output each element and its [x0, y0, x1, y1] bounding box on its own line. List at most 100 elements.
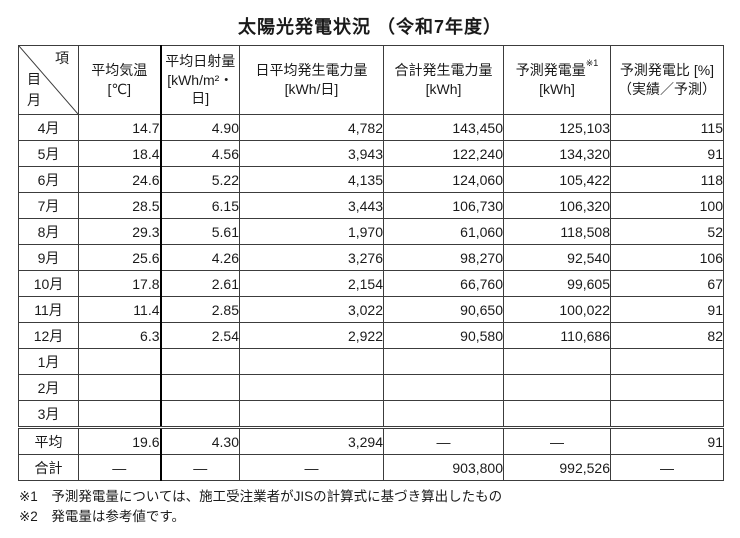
header-avg-radiation: 平均日射量 [kWh/m²・ 日]	[159, 45, 240, 115]
temp-cell	[78, 374, 161, 401]
month-cell: 5月	[18, 140, 79, 167]
corner-label-item-2: 目	[27, 71, 41, 87]
month-row: 4月 14.7 4.90 4,782 143,450 125,103 115	[18, 114, 724, 141]
total-power-cell: 122,240	[383, 140, 504, 167]
month-cell: 3月	[18, 400, 79, 428]
daily-power-cell	[239, 348, 384, 375]
ratio-cell: 67	[610, 270, 724, 297]
average-label: 平均	[18, 426, 79, 455]
corner-header-item-month: 項 目 月	[18, 45, 79, 115]
radiation-cell: 4.56	[159, 140, 240, 167]
footnote-2: ※2 発電量は参考値です。	[19, 509, 185, 524]
corner-label-month: 月	[27, 92, 41, 108]
daily-power-cell: 3,294	[239, 426, 384, 455]
temp-cell	[78, 348, 161, 375]
total-power-cell: 143,450	[383, 114, 504, 141]
month-row: 9月 25.6 4.26 3,276 98,270 92,540 106	[18, 244, 724, 271]
predicted-power-cell: 134,320	[503, 140, 611, 167]
daily-power-cell: 3,276	[239, 244, 384, 271]
daily-power-cell: —	[239, 454, 384, 481]
temp-cell: 18.4	[78, 140, 161, 167]
header-daily-power: 日平均発生電力量 [kWh/日]	[239, 45, 384, 115]
month-cell: 8月	[18, 218, 79, 245]
month-row: 3月	[18, 400, 724, 428]
daily-power-cell	[239, 374, 384, 401]
predicted-power-cell	[503, 400, 611, 428]
ratio-cell: 91	[610, 140, 724, 167]
radiation-cell	[159, 348, 240, 375]
daily-power-cell: 4,782	[239, 114, 384, 141]
total-power-cell: 98,270	[383, 244, 504, 271]
temp-cell: —	[78, 454, 161, 481]
page-title: 太陽光発電状況 （令和7年度）	[237, 17, 502, 37]
total-power-cell: 90,650	[383, 296, 504, 323]
footnote-ref-1: ※1	[585, 58, 599, 69]
month-row: 1月	[18, 348, 724, 375]
footnote-1: ※1 予測発電量については、施工受注業者がJISの計算式に基づき算出したもの	[19, 489, 503, 504]
temp-cell: 29.3	[78, 218, 161, 245]
month-cell: 9月	[18, 244, 79, 271]
header-row: 項 目 月 平均気温 [℃] 平均日射量 [kWh/m²・ 日] 日平均発生電力…	[18, 45, 724, 115]
predicted-power-cell: 110,686	[503, 322, 611, 349]
predicted-power-cell: 992,526	[503, 454, 611, 481]
total-power-cell	[383, 400, 504, 428]
predicted-power-cell: 99,605	[503, 270, 611, 297]
predicted-power-cell: —	[503, 426, 611, 455]
month-row: 7月 28.5 6.15 3,443 106,730 106,320 100	[18, 192, 724, 219]
month-row: 6月 24.6 5.22 4,135 124,060 105,422 118	[18, 166, 724, 193]
radiation-cell: 2.54	[159, 322, 240, 349]
temp-cell: 28.5	[78, 192, 161, 219]
daily-power-cell: 2,154	[239, 270, 384, 297]
ratio-cell: 100	[610, 192, 724, 219]
daily-power-cell: 1,970	[239, 218, 384, 245]
ratio-cell: 106	[610, 244, 724, 271]
radiation-cell: 2.85	[159, 296, 240, 323]
daily-power-cell: 3,943	[239, 140, 384, 167]
radiation-cell: 2.61	[159, 270, 240, 297]
total-power-cell	[383, 348, 504, 375]
temp-cell: 24.6	[78, 166, 161, 193]
total-power-cell: 124,060	[383, 166, 504, 193]
header-total-power: 合計発生電力量 [kWh]	[383, 45, 504, 115]
temp-cell	[78, 400, 161, 428]
total-power-cell	[383, 374, 504, 401]
ratio-cell	[610, 400, 724, 428]
month-cell: 1月	[18, 348, 79, 375]
month-row: 12月 6.3 2.54 2,922 90,580 110,686 82	[18, 322, 724, 349]
ratio-cell: 115	[610, 114, 724, 141]
month-cell: 6月	[18, 166, 79, 193]
ratio-cell: 91	[610, 296, 724, 323]
temp-cell: 14.7	[78, 114, 161, 141]
ratio-cell: 118	[610, 166, 724, 193]
temp-cell: 6.3	[78, 322, 161, 349]
ratio-cell: 91	[610, 426, 724, 455]
month-cell: 11月	[18, 296, 79, 323]
predicted-power-cell: 100,022	[503, 296, 611, 323]
total-power-cell: 61,060	[383, 218, 504, 245]
total-power-cell: 106,730	[383, 192, 504, 219]
month-cell: 2月	[18, 374, 79, 401]
ratio-cell: 82	[610, 322, 724, 349]
predicted-power-cell: 105,422	[503, 166, 611, 193]
month-cell: 4月	[18, 114, 79, 141]
radiation-cell	[159, 374, 240, 401]
month-cell: 10月	[18, 270, 79, 297]
radiation-cell: 4.90	[159, 114, 240, 141]
month-row: 8月 29.3 5.61 1,970 61,060 118,508 52	[18, 218, 724, 245]
header-avg-temp: 平均気温 [℃]	[78, 45, 161, 115]
ratio-cell: 52	[610, 218, 724, 245]
header-prediction-ratio: 予測発電比 [%] （実績／予測）	[610, 45, 724, 115]
month-row: 5月 18.4 4.56 3,943 122,240 134,320 91	[18, 140, 724, 167]
header-predicted-power: 予測発電量※1 [kWh]	[503, 45, 611, 115]
predicted-power-cell: 125,103	[503, 114, 611, 141]
ratio-cell	[610, 348, 724, 375]
radiation-cell: 5.22	[159, 166, 240, 193]
predicted-power-cell: 92,540	[503, 244, 611, 271]
radiation-cell: 4.30	[159, 426, 240, 455]
predicted-power-cell	[503, 348, 611, 375]
total-label: 合計	[18, 454, 79, 481]
temp-cell: 17.8	[78, 270, 161, 297]
diagonal-line	[19, 46, 78, 114]
daily-power-cell: 3,022	[239, 296, 384, 323]
total-power-cell: 903,800	[383, 454, 504, 481]
